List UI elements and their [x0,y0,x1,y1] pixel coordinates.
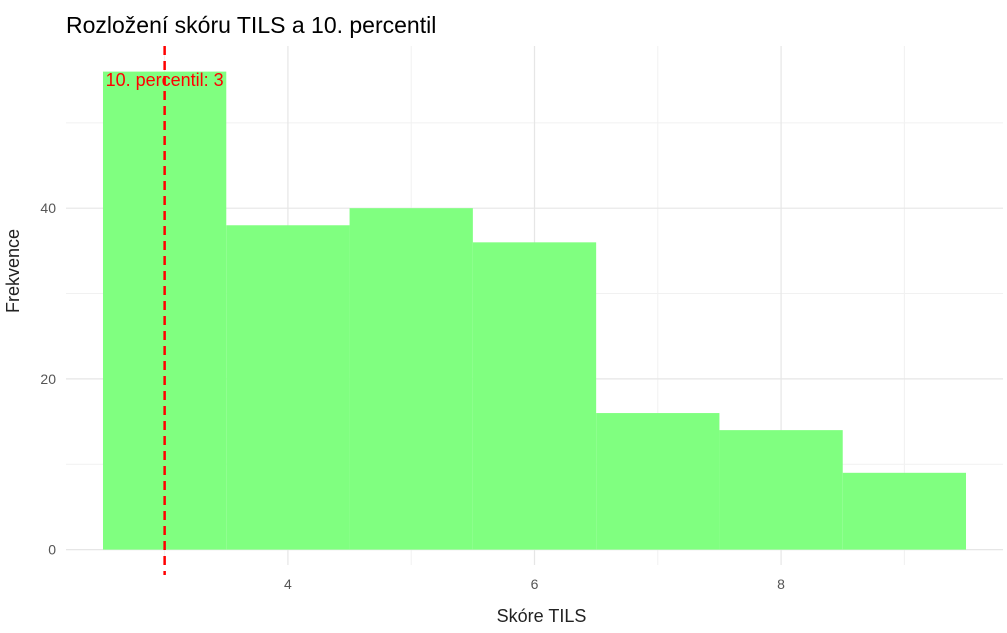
y-tick-label: 20 [40,371,56,387]
y-tick-label: 40 [40,200,56,216]
y-axis-title: Frekvence [3,229,24,313]
x-tick-labels: 4 6 8 [284,576,785,592]
y-tick-labels: 0 20 40 [40,200,56,557]
x-tick-label: 6 [531,576,539,592]
y-tick-label: 0 [48,542,56,558]
x-tick-label: 4 [284,576,292,592]
x-tick-label: 8 [777,576,785,592]
histogram-bar [473,242,596,549]
histogram-bar [719,430,842,550]
histogram-bar [226,225,349,549]
x-axis-title: Skóre TILS [0,606,1007,627]
histogram-bar [350,208,473,549]
histogram-bar [843,473,966,550]
percentile-label: 10. percentil: 3 [106,70,224,90]
histogram-bar [596,413,719,550]
